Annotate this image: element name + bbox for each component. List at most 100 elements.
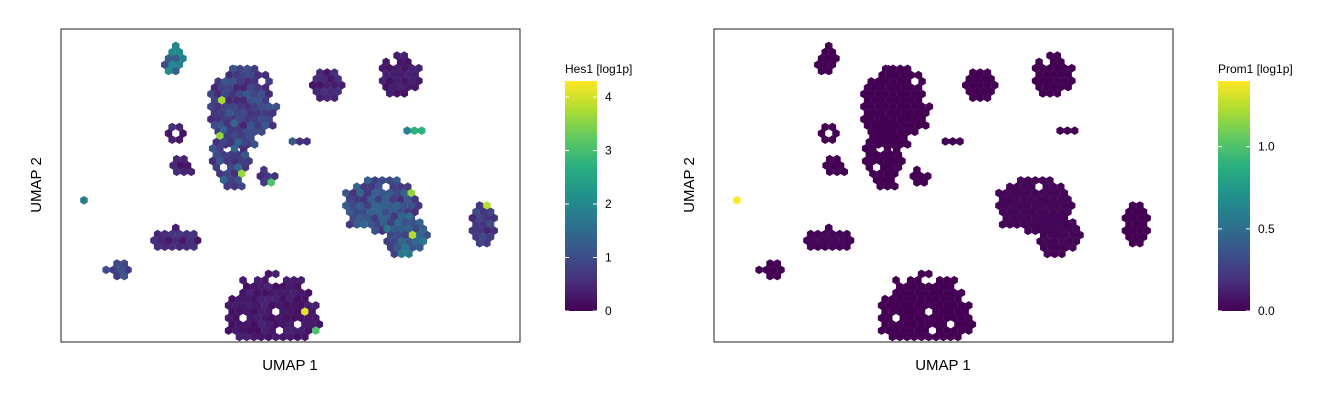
hexbin-cell bbox=[1009, 213, 1018, 223]
hexbin-cell bbox=[407, 201, 416, 210]
hexbin-cell bbox=[839, 236, 847, 245]
hexbin-cell bbox=[382, 57, 390, 67]
prom1-colorbar bbox=[1218, 81, 1250, 311]
hexbin-cell bbox=[885, 83, 894, 92]
hexbin-cell bbox=[821, 47, 829, 57]
hexbin-cell bbox=[939, 282, 947, 291]
hexbin-cell bbox=[814, 60, 822, 69]
hexbin-cell bbox=[356, 213, 365, 223]
hexbin-cell bbox=[1047, 243, 1055, 252]
hexbin-cell bbox=[900, 108, 908, 118]
hexbin-cell bbox=[878, 83, 886, 92]
hexbin-cell bbox=[770, 265, 778, 275]
hexbin-cell bbox=[382, 70, 390, 79]
hexbin-cell bbox=[983, 68, 992, 77]
hexbin-cell bbox=[969, 80, 977, 90]
hexbin-cell bbox=[821, 122, 829, 132]
hexbin-cell bbox=[475, 213, 484, 223]
hexbin-cell bbox=[860, 114, 868, 124]
hexbin-cell bbox=[253, 275, 262, 285]
hexbin-cell bbox=[356, 188, 365, 198]
hexbin-cell bbox=[234, 175, 242, 185]
hexbin-cell bbox=[386, 89, 394, 98]
hexbin-cell bbox=[932, 307, 940, 316]
hexbin-cell bbox=[1046, 76, 1054, 86]
hexbin-cell bbox=[836, 229, 844, 239]
hexbin-cell bbox=[1020, 220, 1029, 229]
hexbin-cell bbox=[243, 307, 251, 316]
hexbin-cell bbox=[271, 171, 279, 181]
hexbin-cell bbox=[877, 326, 886, 335]
hexbin-cell bbox=[1006, 207, 1014, 217]
hexbin-cell bbox=[190, 229, 198, 239]
hexbin-cell bbox=[1040, 243, 1048, 252]
hexbin-cell bbox=[956, 137, 964, 146]
hexbin-cell bbox=[965, 313, 973, 323]
hexbin-cell bbox=[269, 121, 277, 130]
hexbin-cell bbox=[1058, 249, 1066, 259]
hexbin-cell bbox=[293, 332, 302, 342]
hexbin-cell bbox=[882, 64, 890, 74]
hexbin-cell bbox=[241, 163, 250, 172]
hexbin-cell bbox=[250, 307, 258, 316]
prom1-plot-frame bbox=[713, 28, 1174, 343]
hexbin-cell bbox=[828, 242, 837, 251]
hexbin-cell bbox=[179, 129, 187, 138]
hexbin-cell bbox=[319, 87, 328, 96]
hexbin-cell bbox=[907, 108, 915, 118]
hexbin-cell bbox=[396, 57, 405, 67]
hexbin-cell bbox=[903, 294, 911, 304]
hexbin-cell bbox=[876, 169, 884, 178]
hexbin-cell bbox=[910, 332, 918, 342]
hexbin-cell bbox=[238, 131, 246, 141]
colorbar-tick-label: 1.0 bbox=[1258, 140, 1275, 154]
hexbin-cell bbox=[250, 102, 259, 111]
hexbin-cell bbox=[390, 224, 398, 233]
hexbin-cell bbox=[316, 93, 324, 103]
hexbin-cell bbox=[210, 121, 219, 130]
hexbin-cell bbox=[954, 332, 962, 342]
hexbin-cell bbox=[360, 195, 368, 204]
hexbin-cell bbox=[907, 70, 915, 80]
hexbin-cell bbox=[290, 326, 298, 335]
hexbin-cell bbox=[232, 83, 241, 92]
hexbin-cell bbox=[946, 282, 955, 291]
hexbin-cell bbox=[766, 271, 774, 281]
hexbin-cell bbox=[272, 332, 280, 342]
hexbin-cell bbox=[334, 87, 342, 96]
hexbin-cell bbox=[1046, 89, 1054, 98]
hexbin-cell bbox=[486, 220, 495, 229]
hexbin-cell bbox=[1039, 89, 1047, 98]
hexbin-cell bbox=[865, 150, 873, 160]
hexbin-cell bbox=[230, 182, 239, 191]
hexbin-cell bbox=[382, 82, 390, 92]
hexbin-cell bbox=[224, 313, 233, 323]
hexbin-cell bbox=[183, 229, 191, 239]
hexbin-cell bbox=[250, 64, 259, 74]
hexbin-cell bbox=[401, 243, 409, 252]
hexbin-cell bbox=[1017, 213, 1025, 223]
hexbin-cell bbox=[828, 229, 837, 239]
hexbin-cell bbox=[229, 77, 237, 86]
hexbin-cell bbox=[261, 275, 269, 285]
hexbin-cell bbox=[207, 89, 215, 99]
hexbin-cell bbox=[1024, 201, 1032, 210]
hexbin-cell bbox=[241, 150, 250, 160]
hexbin-cell bbox=[1038, 188, 1047, 198]
hexbin-cell bbox=[936, 288, 944, 298]
hexbin-cell bbox=[1132, 232, 1140, 242]
hexbin-cell bbox=[881, 294, 889, 304]
hexbin-cell bbox=[821, 229, 829, 239]
hexbin-cell bbox=[1036, 237, 1044, 246]
hexbin-cell bbox=[891, 169, 899, 178]
hexbin-cell bbox=[957, 301, 966, 310]
hexbin-cell bbox=[892, 96, 901, 105]
hexbin-cell bbox=[407, 76, 416, 86]
hexbin-cell bbox=[1053, 89, 1061, 98]
hexbin-cell bbox=[179, 236, 187, 245]
hexbin-cell bbox=[261, 121, 270, 130]
hexbin-cell bbox=[364, 213, 372, 223]
hexbin-cell bbox=[297, 288, 305, 298]
hexbin-cell bbox=[230, 169, 239, 178]
hexbin-cell bbox=[896, 320, 904, 329]
